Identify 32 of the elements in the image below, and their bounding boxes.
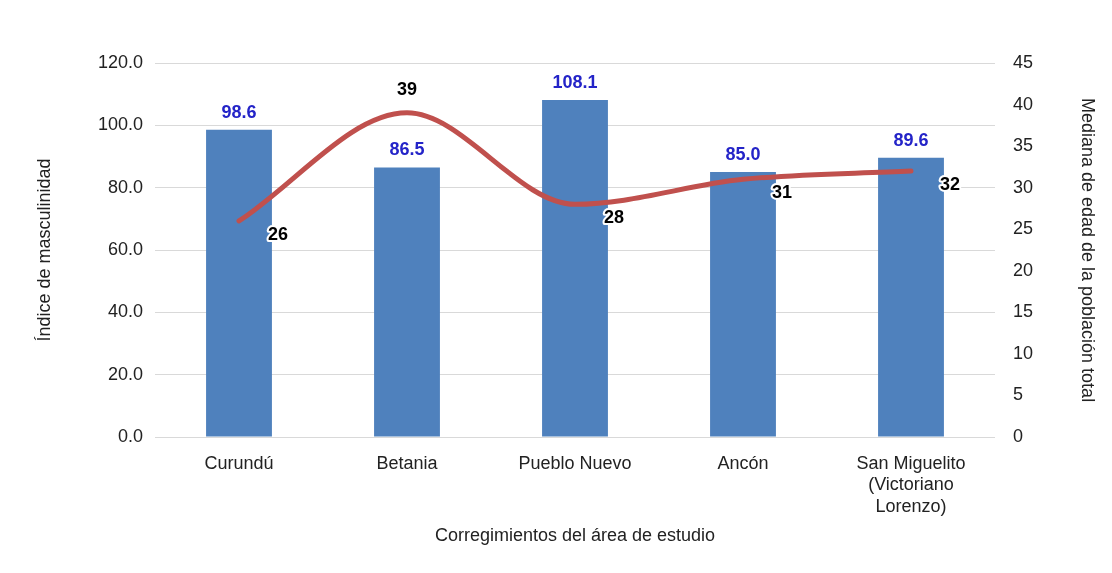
bar (374, 167, 440, 437)
y-tick-label: 60.0 (107, 238, 143, 259)
y-axis-title: Índice de masculinidad (33, 158, 54, 342)
y2-tick-label: 15 (1013, 301, 1034, 322)
y2-tick-label: 25 (1013, 218, 1034, 239)
y2-tick-label: 45 (1013, 51, 1034, 72)
y2-tick-label: 35 (1013, 135, 1034, 156)
y-tick-label: 100.0 (97, 114, 143, 135)
y2-axis-title: Mediana de edad de la población total (1078, 97, 1099, 403)
x-tick-label: San Miguelito (Victoriano Lorenzo) (856, 452, 966, 516)
x-tick-label: Curundú (204, 452, 274, 473)
y2-tick-label: 20 (1013, 259, 1034, 280)
y2-tick-label: 40 (1013, 93, 1034, 114)
x-tick-label: Ancón (717, 452, 769, 473)
x-tick-label: Betania (376, 452, 439, 473)
data-label: 98.6 (221, 101, 257, 122)
y-tick-label: 0.0 (117, 425, 143, 446)
y2-tick-label: 30 (1013, 176, 1034, 197)
data-label: 85.0 (725, 144, 761, 165)
data-label: 89.6 (893, 129, 929, 150)
y-tick-label: 120.0 (97, 51, 143, 72)
y2-tick-label: 10 (1013, 342, 1034, 363)
data-label: 86.5 (389, 139, 425, 160)
data-label: 108.1 (552, 72, 598, 93)
data-label: 39 (396, 78, 418, 99)
y-tick-label: 80.0 (107, 176, 143, 197)
y2-tick-label: 5 (1013, 384, 1024, 405)
x-tick-label: Pueblo Nuevo (518, 452, 632, 473)
y-tick-label: 20.0 (107, 363, 143, 384)
y2-tick-label: 0 (1013, 425, 1024, 446)
x-axis-title: Corregimientos del área de estudio (434, 525, 716, 546)
y-tick-label: 40.0 (107, 301, 143, 322)
